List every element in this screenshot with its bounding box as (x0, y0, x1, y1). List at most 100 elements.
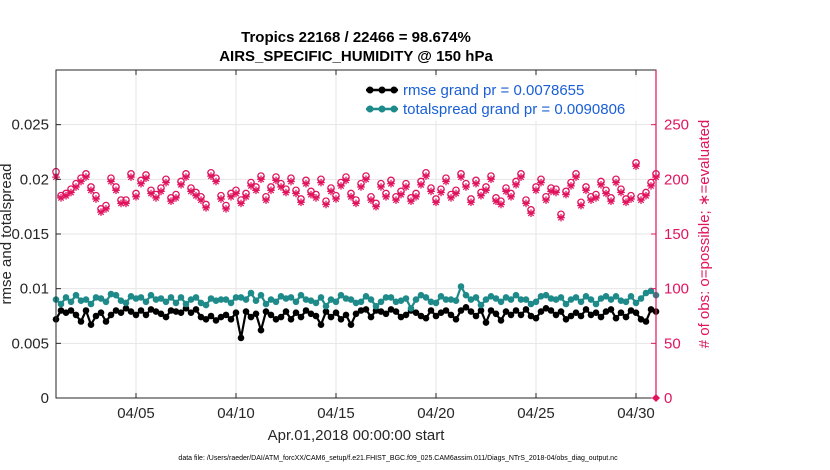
totalspread-point (437, 293, 445, 300)
rmse-point (477, 307, 485, 314)
totalspread-point (232, 294, 240, 301)
rmse-point (592, 309, 600, 317)
y-right-tick-label: 50 (664, 335, 681, 352)
totalspread-point (292, 298, 300, 306)
y-right-tick-label: 200 (664, 171, 689, 188)
rmse-point (647, 306, 655, 313)
obs-evaluated-point (397, 190, 405, 199)
rmse-point (137, 307, 145, 314)
obs-evaluated-point (267, 186, 275, 195)
obs-evaluated-point (557, 213, 565, 222)
rmse-point (282, 308, 290, 315)
obs-evaluated-point (402, 183, 410, 191)
rmse-point (177, 309, 185, 317)
rmse-point (192, 306, 200, 313)
totalspread-point (427, 298, 435, 306)
obs-evaluated-point (637, 196, 645, 204)
rmse-point (167, 307, 175, 314)
obs-evaluated-point (187, 187, 195, 196)
totalspread-point (162, 298, 170, 306)
totalspread-point (192, 294, 200, 301)
rmse-point (462, 304, 470, 311)
totalspread-point (507, 296, 515, 303)
obs-evaluated-point (242, 193, 250, 201)
rmse-point (132, 311, 140, 319)
obs-evaluated-point (512, 181, 520, 189)
rmse-point (332, 309, 340, 317)
obs-evaluated-point (472, 179, 480, 188)
totalspread-point (327, 296, 335, 303)
totalspread-point (432, 299, 440, 307)
totalspread-point (612, 293, 620, 300)
legend: rmse grand pr = 0.0078655 totalspread gr… (362, 77, 652, 121)
obs-evaluated-point (352, 199, 360, 208)
rmse-point (92, 312, 100, 320)
totalspread-point (312, 299, 320, 307)
totalspread-point (472, 294, 480, 301)
totalspread-point (587, 296, 595, 303)
obs-evaluated-point (372, 202, 380, 211)
obs-evaluated-point (567, 182, 575, 190)
obs-evaluated-point (152, 194, 160, 202)
rmse-point (627, 307, 635, 314)
rmse-point (502, 308, 510, 315)
obs-evaluated-point (382, 193, 390, 201)
x-tick-label: 04/05 (117, 405, 155, 422)
rmse-point (97, 309, 105, 317)
totalspread-point (282, 295, 290, 302)
totalspread-point (502, 294, 510, 301)
rmse-point (387, 306, 395, 313)
totalspread-point (387, 294, 395, 301)
totalspread-point (557, 294, 565, 301)
rmse-point (612, 314, 620, 322)
rmse-point (82, 307, 90, 314)
rmse-point (262, 308, 270, 315)
obs-evaluated-point (157, 187, 165, 196)
obs-evaluated-point (117, 199, 125, 208)
totalspread-point (277, 293, 285, 300)
obs-evaluated-point (172, 194, 180, 202)
rmse-point (367, 313, 375, 321)
obs-evaluated-point (362, 175, 370, 184)
totalspread-point (172, 299, 180, 307)
totalspread-point (567, 296, 575, 303)
totalspread-point (377, 298, 385, 306)
axes-layer: 04/05 04/10 04/15 04/20 04/25 04/30 0 0.005 0.01… (11, 70, 689, 422)
totalspread-point (597, 295, 605, 302)
totalspread-point (177, 294, 185, 301)
obs-evaluated-point (217, 195, 225, 203)
obs-evaluated-point (102, 205, 110, 213)
totalspread-point (422, 294, 430, 301)
totalspread-point (342, 295, 350, 302)
obs-evaluated-point (297, 198, 305, 207)
obs-evaluated-point (272, 176, 280, 185)
rmse-point (162, 313, 170, 321)
obs-evaluated-point (502, 187, 510, 196)
totalspread-point (592, 300, 600, 308)
totalspread-point (412, 296, 420, 303)
obs-evaluated-point (632, 162, 640, 170)
obs-evaluated-point (142, 174, 150, 182)
rmse-point (482, 319, 490, 326)
rmse-point (467, 308, 475, 315)
totalspread-point (467, 296, 475, 303)
totalspread-point (397, 297, 405, 305)
rmse-point (347, 321, 355, 329)
totalspread-point (607, 296, 615, 303)
totalspread-point (347, 296, 355, 303)
rmse-point (152, 308, 160, 315)
totalspread-point (602, 293, 610, 300)
totalspread-point (362, 293, 370, 300)
y-left-tick-label: 0.015 (11, 226, 49, 243)
rmse-point (322, 308, 330, 315)
totalspread-point (92, 294, 100, 301)
obs-evaluated-point (617, 188, 625, 197)
totalspread-point (182, 300, 190, 308)
obs-evaluated-point (322, 200, 330, 209)
legend-spread-marker (390, 105, 398, 113)
totalspread-point (102, 298, 110, 306)
totalspread-point (157, 295, 165, 302)
rmse-point (492, 310, 500, 318)
obs-evaluated-point (277, 183, 285, 191)
rmse-point (222, 311, 230, 319)
